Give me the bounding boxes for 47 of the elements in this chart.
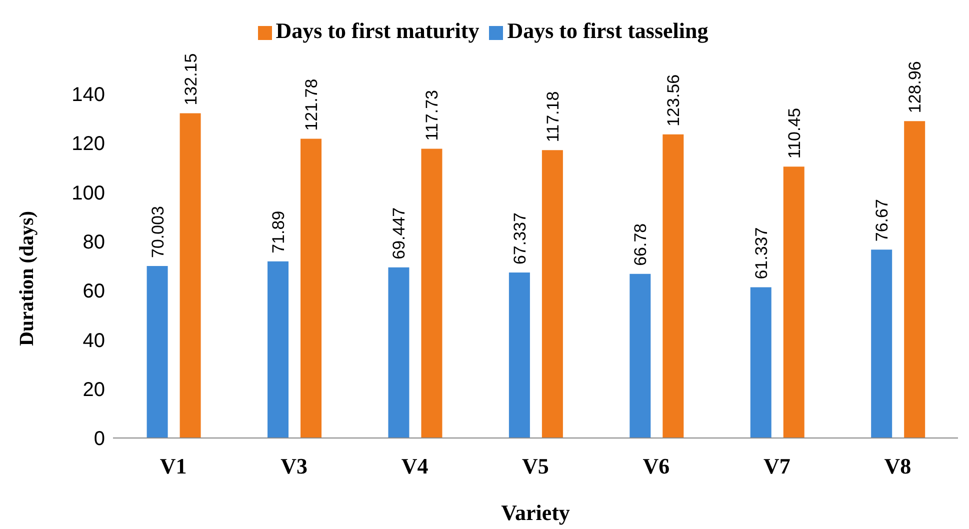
bar <box>662 134 684 438</box>
y-axis-title: Duration (days) <box>16 210 38 346</box>
legend-label: Days to first maturity <box>276 18 480 43</box>
data-label: 128.96 <box>906 61 925 114</box>
data-label: 123.56 <box>664 74 684 126</box>
bar <box>421 148 442 438</box>
y-tick-label: 80 <box>82 232 105 254</box>
x-axis-title: Variety <box>501 500 570 525</box>
bar <box>388 267 410 438</box>
data-label: 110.45 <box>784 108 804 159</box>
y-tick-label: 100 <box>72 182 105 204</box>
data-label: 61.337 <box>752 227 771 280</box>
y-tick-label: 120 <box>72 133 105 156</box>
bar <box>146 266 168 438</box>
data-label: 70.003 <box>148 206 168 258</box>
bar <box>508 272 530 438</box>
bar <box>904 121 926 438</box>
x-tick-label: V7 <box>763 454 790 479</box>
x-tick-label: V3 <box>280 454 308 479</box>
bar <box>268 261 289 438</box>
legend-label: Days to first tasseling <box>507 18 708 43</box>
bar <box>750 287 772 438</box>
data-label: 132.15 <box>181 53 200 106</box>
y-tick-label: 60 <box>82 280 105 303</box>
y-tick-label: 20 <box>82 378 105 401</box>
x-tick-label: V5 <box>522 454 549 479</box>
y-tick-label: 0 <box>94 428 105 450</box>
x-tick-label: V1 <box>160 454 187 479</box>
bar <box>783 166 804 438</box>
data-label: 66.78 <box>631 223 650 266</box>
bar <box>630 274 651 438</box>
bar <box>871 250 892 438</box>
x-tick-label: V6 <box>642 454 670 479</box>
y-tick-label: 140 <box>72 84 105 106</box>
bar <box>542 150 563 438</box>
data-label: 117.18 <box>543 91 562 142</box>
data-label: 69.447 <box>390 207 409 260</box>
y-tick-label: 40 <box>82 330 105 352</box>
data-label: 71.89 <box>269 210 288 254</box>
x-tick-label: V4 <box>401 454 428 479</box>
data-label: 117.73 <box>422 90 442 141</box>
x-tick-label: V8 <box>884 454 912 479</box>
data-label: 76.67 <box>872 199 892 242</box>
data-label: 121.78 <box>302 78 322 131</box>
bar <box>300 138 322 438</box>
bar <box>180 113 201 438</box>
data-label: 67.337 <box>510 212 530 265</box>
